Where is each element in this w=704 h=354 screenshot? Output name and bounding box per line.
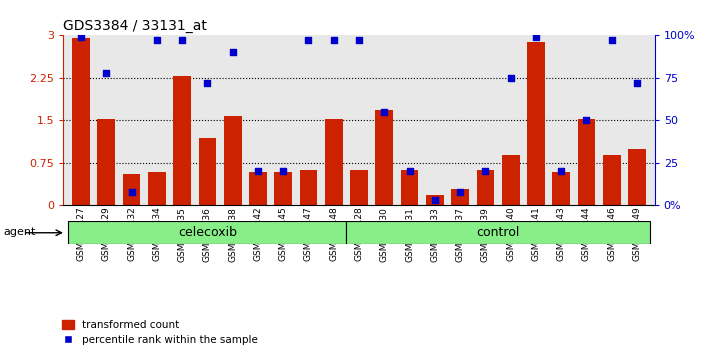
- Point: [227, 50, 239, 55]
- Bar: [224, 116, 241, 205]
- Point: [631, 80, 643, 86]
- Bar: [122, 174, 140, 205]
- Bar: [603, 155, 621, 205]
- Point: [252, 169, 263, 174]
- Text: GDS3384 / 33131_at: GDS3384 / 33131_at: [63, 19, 207, 33]
- Text: control: control: [477, 226, 520, 239]
- Point: [404, 169, 415, 174]
- Point: [202, 80, 213, 86]
- Bar: [148, 172, 165, 205]
- Point: [303, 38, 314, 43]
- Point: [353, 38, 365, 43]
- Bar: [68, 221, 346, 244]
- Bar: [401, 170, 418, 205]
- Bar: [375, 110, 393, 205]
- Bar: [97, 119, 115, 205]
- Point: [75, 34, 87, 40]
- Point: [101, 70, 112, 76]
- Point: [555, 169, 567, 174]
- Bar: [173, 76, 191, 205]
- Point: [581, 118, 592, 123]
- Point: [151, 38, 163, 43]
- Point: [277, 169, 289, 174]
- Bar: [199, 138, 216, 205]
- Point: [429, 198, 441, 203]
- Bar: [477, 170, 494, 205]
- Legend: transformed count, percentile rank within the sample: transformed count, percentile rank withi…: [61, 320, 258, 345]
- Bar: [73, 38, 90, 205]
- Bar: [350, 170, 368, 205]
- Bar: [249, 172, 267, 205]
- Point: [505, 75, 516, 81]
- Text: celecoxib: celecoxib: [178, 226, 237, 239]
- Point: [479, 169, 491, 174]
- Bar: [325, 119, 343, 205]
- Text: agent: agent: [4, 227, 36, 237]
- Point: [530, 34, 541, 40]
- Bar: [451, 189, 469, 205]
- Bar: [275, 172, 292, 205]
- Point: [379, 109, 390, 115]
- Point: [177, 38, 188, 43]
- Bar: [553, 172, 570, 205]
- Bar: [502, 155, 520, 205]
- Bar: [628, 149, 646, 205]
- Point: [455, 189, 466, 195]
- Bar: [346, 221, 650, 244]
- Bar: [300, 170, 318, 205]
- Point: [328, 38, 339, 43]
- Bar: [426, 195, 444, 205]
- Point: [606, 38, 617, 43]
- Bar: [578, 119, 596, 205]
- Bar: [527, 42, 545, 205]
- Point: [126, 189, 137, 195]
